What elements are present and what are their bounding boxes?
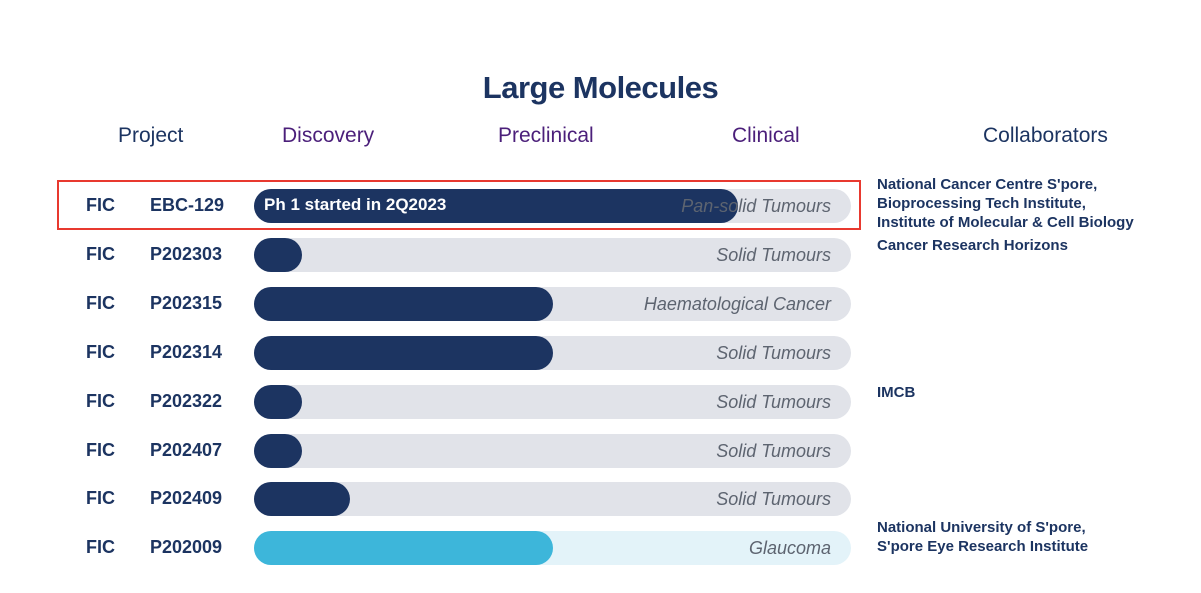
collaborators: IMCB <box>877 383 915 402</box>
project-type: FIC <box>86 440 115 460</box>
header-project: Project <box>118 124 184 147</box>
project-type: FIC <box>86 391 115 411</box>
header-preclinical: Preclinical <box>498 124 594 147</box>
indication-label: Haematological Cancer <box>643 294 831 314</box>
pipeline-row: FIC P202315 Haematological Cancer <box>0 285 1201 323</box>
collaborator-line: National University of S'pore, <box>877 519 1086 536</box>
progress-track: Ph 1 started in 2Q2023 Pan-solid Tumours <box>254 189 851 223</box>
indication-label: Pan-solid Tumours <box>681 196 831 216</box>
progress-label: Ph 1 started in 2Q2023 <box>264 195 447 214</box>
pipeline-row: FIC P202407 Solid Tumours <box>0 432 1201 470</box>
progress-track: Solid Tumours <box>254 434 851 468</box>
progress-track: Solid Tumours <box>254 385 851 419</box>
progress-bar <box>254 531 553 565</box>
pipeline-row: FIC EBC-129 Ph 1 started in 2Q2023 Pan-soli… <box>0 176 1201 231</box>
project-id: P202303 <box>150 244 223 264</box>
progress-bar <box>254 336 553 370</box>
indication-label: Solid Tumours <box>716 343 831 363</box>
project-type: FIC <box>86 342 115 362</box>
progress-track: Glaucoma <box>254 531 851 565</box>
project-type: FIC <box>86 195 115 215</box>
project-id: P202409 <box>150 488 223 508</box>
progress-bar <box>254 385 302 419</box>
collaborators: National Cancer Centre S'pore, Bioprocess… <box>877 175 1134 232</box>
header-clinical: Clinical <box>732 124 800 147</box>
pipeline-row: FIC P202009 Glaucoma National University of… <box>0 519 1201 567</box>
collaborators: Cancer Research Horizons <box>877 236 1068 255</box>
indication-label: Solid Tumours <box>716 489 831 509</box>
collaborators: National University of S'pore, S'pore Eye… <box>877 518 1088 556</box>
project-type: FIC <box>86 537 115 557</box>
progress-bar: Ph 1 started in 2Q2023 <box>254 189 738 223</box>
indication-label: Solid Tumours <box>716 441 831 461</box>
indication-label: Glaucoma <box>748 538 831 558</box>
chart-title: Large Molecules <box>482 70 719 105</box>
header-discovery: Discovery <box>282 124 375 147</box>
progress-track: Solid Tumours <box>254 238 851 272</box>
indication-label: Solid Tumours <box>716 245 831 265</box>
collaborator-line: IMCB <box>877 384 916 401</box>
progress-bar <box>254 287 553 321</box>
collaborator-line: National Cancer Centre S'pore, <box>877 176 1098 193</box>
progress-track: Solid Tumours <box>254 336 851 370</box>
collaborator-line: Bioprocessing Tech Institute, <box>877 195 1086 212</box>
progress-bar <box>254 434 302 468</box>
collaborator-line: Cancer Research Horizons <box>877 237 1068 254</box>
project-id: P202322 <box>150 391 223 411</box>
collaborator-line: S'pore Eye Research Institute <box>877 538 1089 555</box>
project-id: P202407 <box>150 440 223 460</box>
progress-bar <box>254 238 302 272</box>
project-id: P202009 <box>150 537 223 557</box>
project-type: FIC <box>86 293 115 313</box>
project-id: P202315 <box>150 293 223 313</box>
progress-track: Solid Tumours <box>254 482 851 516</box>
project-type: FIC <box>86 488 115 508</box>
progress-track: Haematological Cancer <box>254 287 851 321</box>
header-collaborators: Collaborators <box>983 124 1108 147</box>
project-id: EBC-129 <box>150 195 225 215</box>
progress-bar <box>254 482 350 516</box>
indication-label: Solid Tumours <box>716 392 831 412</box>
pipeline-row: FIC P202409 Solid Tumours <box>0 480 1201 518</box>
project-type: FIC <box>86 244 115 264</box>
collaborator-line: Institute of Molecular & Cell Biology <box>877 214 1134 231</box>
pipeline-row: FIC P202314 Solid Tumours <box>0 334 1201 372</box>
highlight-box <box>57 180 861 230</box>
pipeline-row: FIC P202303 Solid Tumours Cancer Research H… <box>0 236 1201 274</box>
project-id: P202314 <box>150 342 223 362</box>
pipeline-row: FIC P202322 Solid Tumours IMCB <box>0 383 1201 421</box>
